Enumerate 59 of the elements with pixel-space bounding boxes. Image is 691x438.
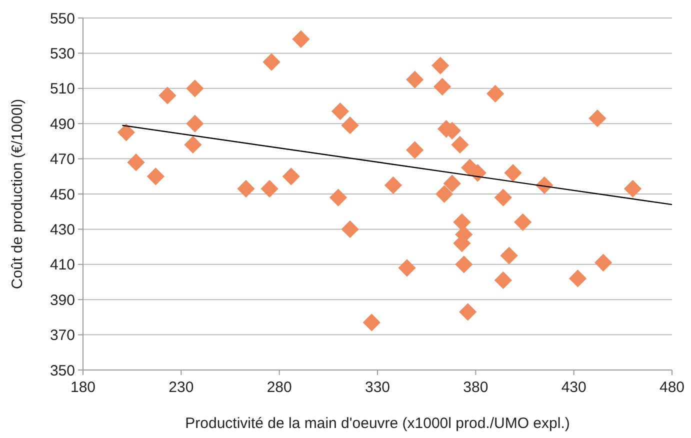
point [362,314,380,332]
point [486,84,504,102]
y-tick-label: 390 [50,292,75,309]
point [455,256,473,274]
x-tick-label: 330 [364,379,390,396]
point [341,220,359,238]
point [341,116,359,134]
point [406,141,424,159]
point [398,259,416,277]
point [260,180,278,198]
x-tick-label: 380 [463,379,488,396]
x-tick-label: 180 [70,379,96,396]
point [146,168,164,186]
point [500,246,518,264]
y-tick-label: 370 [50,327,75,344]
x-axis-title: Productivité de la main d'oeuvre (x1000l prod./UMO expl.) [185,415,570,432]
point [443,174,461,192]
point [494,271,512,290]
point [453,213,471,231]
point [292,30,310,48]
point [504,164,522,182]
y-tick-label: 470 [50,151,75,168]
point [384,176,402,194]
point [117,124,136,142]
point [186,114,204,132]
point [494,188,512,206]
y-tick-label: 490 [50,116,75,133]
y-tick-label: 530 [50,45,75,62]
point [432,56,450,74]
point [329,188,348,206]
y-axis-title: Coût de production (€/1000l) [9,98,26,290]
y-tick-label: 410 [50,256,75,274]
y-tick-label: 430 [50,221,75,238]
point [458,303,477,321]
point [433,78,452,96]
point [158,86,176,104]
y-tick-label: 450 [50,186,75,204]
point [588,110,606,128]
point [568,270,587,288]
x-tick-label: 480 [659,379,685,396]
point [435,185,454,203]
point [624,180,642,198]
point [406,70,424,88]
point [331,102,350,120]
x-tick-label: 280 [266,379,292,396]
point [262,53,280,71]
point [127,154,145,172]
point [237,180,255,198]
y-tick-label: 350 [50,362,75,380]
point [451,136,469,154]
y-tick-label: 550 [50,10,75,28]
point [282,168,300,186]
x-tick-label: 430 [561,379,586,396]
point [514,213,532,231]
x-tick-label: 230 [168,379,194,396]
y-tick-label: 510 [50,80,75,98]
point [594,254,612,272]
point [186,80,204,98]
point [184,136,202,154]
